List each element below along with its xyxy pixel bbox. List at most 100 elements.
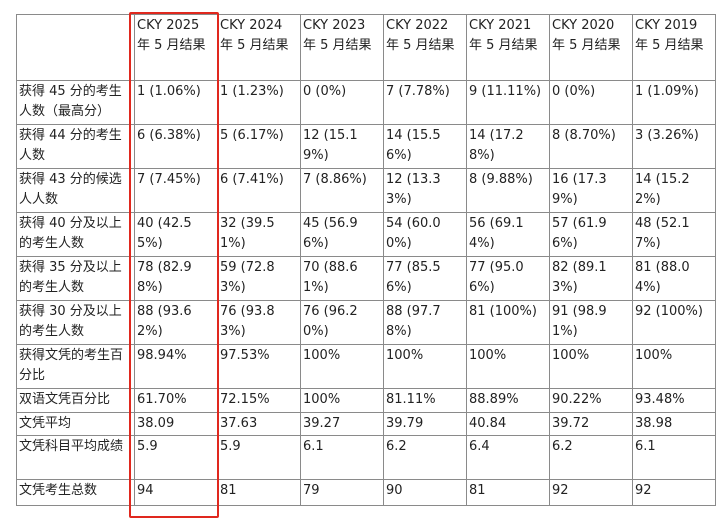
- column-header-2021: CKY 2021 年 5 月结果: [466, 14, 550, 81]
- row-label: 获得 35 分及以上的考生人数: [16, 256, 135, 301]
- table-cell: 40.84: [466, 412, 550, 436]
- table-cell: 14 (15.22%): [632, 168, 716, 213]
- table-cell: 5 (6.17%): [217, 124, 301, 169]
- table-row: 文凭考生总数 94 81 79 90 81 92 92: [16, 479, 716, 506]
- table-cell: 94: [134, 479, 218, 506]
- table-cell: 8 (9.88%): [466, 168, 550, 213]
- table-cell: 78 (82.98%): [134, 256, 218, 301]
- table-cell: 76 (96.20%): [300, 300, 384, 345]
- table-cell: 92 (100%): [632, 300, 716, 345]
- table-row: 双语文凭百分比 61.70% 72.15% 100% 81.11% 88.89%…: [16, 388, 716, 413]
- table-cell: 5.9: [134, 435, 218, 480]
- row-label: 获得 43 分的候选人人数: [16, 168, 135, 213]
- table-cell: 59 (72.83%): [217, 256, 301, 301]
- table-cell: 77 (85.56%): [383, 256, 467, 301]
- table-cell: 38.98: [632, 412, 716, 436]
- row-label: 文凭科目平均成绩: [16, 435, 135, 480]
- table-cell: 91 (98.91%): [549, 300, 633, 345]
- table-cell: 48 (52.17%): [632, 212, 716, 257]
- table-cell: 6.2: [549, 435, 633, 480]
- table-cell: 32 (39.51%): [217, 212, 301, 257]
- column-header-2024: CKY 2024 年 5 月结果: [217, 14, 301, 81]
- table-cell: 39.79: [383, 412, 467, 436]
- table-cell: 56 (69.14%): [466, 212, 550, 257]
- table-row: 获得 44 分的考生人数 6 (6.38%) 5 (6.17%) 12 (15.…: [16, 124, 716, 169]
- table-cell: 16 (17.39%): [549, 168, 633, 213]
- table-cell: 100%: [300, 388, 384, 413]
- table-cell: 81.11%: [383, 388, 467, 413]
- column-header-2022: CKY 2022 年 5 月结果: [383, 14, 467, 81]
- table-row: 获得 45 分的考生人数（最高分） 1 (1.06%) 1 (1.23%) 0 …: [16, 80, 716, 125]
- table-cell: 70 (88.61%): [300, 256, 384, 301]
- header-row: CKY 2025 年 5 月结果 CKY 2024 年 5 月结果 CKY 20…: [16, 14, 716, 81]
- column-header-2025: CKY 2025 年 5 月结果: [134, 14, 218, 81]
- table-cell: 92: [549, 479, 633, 506]
- table-cell: 100%: [466, 344, 550, 389]
- table-cell: 1 (1.06%): [134, 80, 218, 125]
- table-cell: 61.70%: [134, 388, 218, 413]
- table-cell: 97.53%: [217, 344, 301, 389]
- table-cell: 12 (13.33%): [383, 168, 467, 213]
- table-cell: 45 (56.96%): [300, 212, 384, 257]
- table-cell: 14 (15.56%): [383, 124, 467, 169]
- table-cell: 92: [632, 479, 716, 506]
- table-cell: 88.89%: [466, 388, 550, 413]
- table-cell: 1 (1.23%): [217, 80, 301, 125]
- table-cell: 0 (0%): [300, 80, 384, 125]
- table-cell: 81 (100%): [466, 300, 550, 345]
- table-cell: 6.2: [383, 435, 467, 480]
- row-label: 获得 40 分及以上的考生人数: [16, 212, 135, 257]
- table-cell: 9 (11.11%): [466, 80, 550, 125]
- table-cell: 39.72: [549, 412, 633, 436]
- table-cell: 77 (95.06%): [466, 256, 550, 301]
- table-cell: 38.09: [134, 412, 218, 436]
- table-cell: 6 (7.41%): [217, 168, 301, 213]
- table-cell: 100%: [549, 344, 633, 389]
- table-row: 文凭科目平均成绩 5.9 5.9 6.1 6.2 6.4 6.2 6.1: [16, 435, 716, 480]
- table-cell: 8 (8.70%): [549, 124, 633, 169]
- table-cell: 7 (8.86%): [300, 168, 384, 213]
- table-cell: 76 (93.83%): [217, 300, 301, 345]
- row-label: 获得文凭的考生百分比: [16, 344, 135, 389]
- table-row: 获得 35 分及以上的考生人数 78 (82.98%) 59 (72.83%) …: [16, 256, 716, 301]
- table-cell: 40 (42.55%): [134, 212, 218, 257]
- table-cell: 7 (7.45%): [134, 168, 218, 213]
- table-cell: 90: [383, 479, 467, 506]
- table-cell: 3 (3.26%): [632, 124, 716, 169]
- table-cell: 88 (93.62%): [134, 300, 218, 345]
- table-cell: 100%: [632, 344, 716, 389]
- table-cell: 37.63: [217, 412, 301, 436]
- row-label: 双语文凭百分比: [16, 388, 135, 413]
- table-cell: 5.9: [217, 435, 301, 480]
- table-row: 获得文凭的考生百分比 98.94% 97.53% 100% 100% 100% …: [16, 344, 716, 389]
- table-cell: 6 (6.38%): [134, 124, 218, 169]
- table-cell: 0 (0%): [549, 80, 633, 125]
- table-cell: 81: [217, 479, 301, 506]
- results-table: CKY 2025 年 5 月结果 CKY 2024 年 5 月结果 CKY 20…: [16, 14, 716, 506]
- table-cell: 81: [466, 479, 550, 506]
- table-row: 获得 40 分及以上的考生人数 40 (42.55%) 32 (39.51%) …: [16, 212, 716, 257]
- table-cell: 1 (1.09%): [632, 80, 716, 125]
- row-label: 获得 30 分及以上的考生人数: [16, 300, 135, 345]
- column-header-2019: CKY 2019 年 5 月结果: [632, 14, 716, 81]
- table-row: 获得 43 分的候选人人数 7 (7.45%) 6 (7.41%) 7 (8.8…: [16, 168, 716, 213]
- table-cell: 14 (17.28%): [466, 124, 550, 169]
- table-cell: 7 (7.78%): [383, 80, 467, 125]
- table-cell: 98.94%: [134, 344, 218, 389]
- table-cell: 54 (60.00%): [383, 212, 467, 257]
- table-cell: 79: [300, 479, 384, 506]
- table-cell: 39.27: [300, 412, 384, 436]
- table-cell: 6.1: [632, 435, 716, 480]
- corner-cell: [16, 14, 135, 81]
- table-row: 文凭平均 38.09 37.63 39.27 39.79 40.84 39.72…: [16, 412, 716, 436]
- table-row: 获得 30 分及以上的考生人数 88 (93.62%) 76 (93.83%) …: [16, 300, 716, 345]
- table-cell: 93.48%: [632, 388, 716, 413]
- table-cell: 88 (97.78%): [383, 300, 467, 345]
- row-label: 获得 45 分的考生人数（最高分）: [16, 80, 135, 125]
- table-cell: 90.22%: [549, 388, 633, 413]
- column-header-2023: CKY 2023 年 5 月结果: [300, 14, 384, 81]
- table-cell: 82 (89.13%): [549, 256, 633, 301]
- table-cell: 12 (15.19%): [300, 124, 384, 169]
- row-label: 文凭平均: [16, 412, 135, 436]
- table-cell: 100%: [383, 344, 467, 389]
